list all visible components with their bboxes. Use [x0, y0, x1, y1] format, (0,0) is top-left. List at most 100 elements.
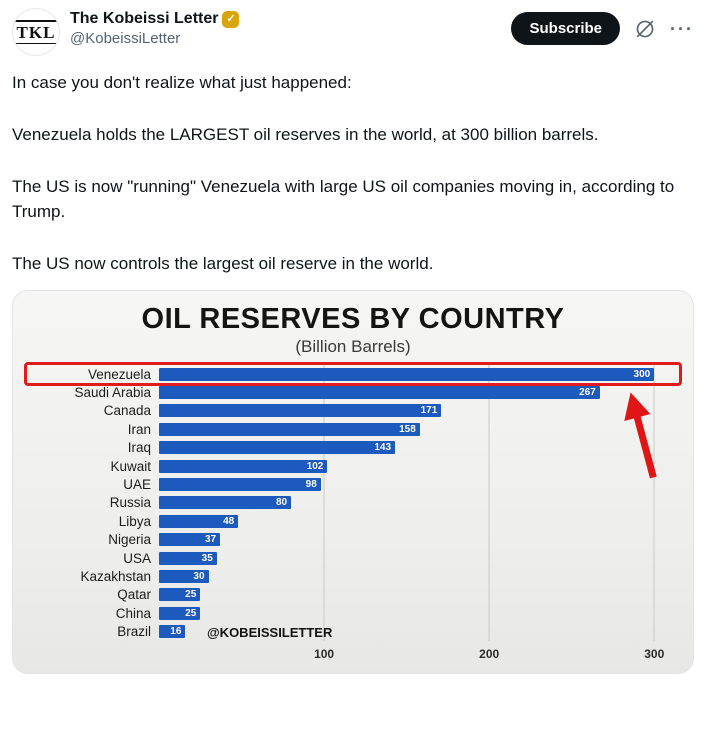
- bar-area: 25: [159, 586, 679, 604]
- category-label: China: [115, 605, 151, 621]
- bar-value: 16: [170, 626, 182, 638]
- bar-area: 158: [159, 420, 679, 438]
- chart-row: UAE 98: [27, 475, 679, 493]
- category-label: Libya: [118, 513, 151, 529]
- bar: 158: [159, 422, 420, 436]
- chart-title: OIL RESERVES BY COUNTRY: [141, 303, 565, 335]
- bar: 35: [159, 551, 217, 565]
- chart-row: Russia 80: [27, 494, 679, 512]
- display-name[interactable]: The Kobeissi Letter: [70, 10, 219, 27]
- bar: 48: [159, 514, 239, 528]
- chart-row: Kuwait 102: [27, 457, 679, 475]
- bar: 102: [159, 459, 328, 473]
- chart-row: Kazakhstan 30: [27, 567, 679, 585]
- avatar[interactable]: TKL: [12, 8, 60, 56]
- grok-icon[interactable]: [634, 18, 656, 40]
- chart-image[interactable]: OIL RESERVES BY COUNTRY (Billion Barrels…: [12, 290, 694, 674]
- gridline: [323, 365, 325, 641]
- bar-value: 158: [399, 423, 416, 435]
- avatar-logo: TKL: [14, 19, 58, 45]
- bar-area: 80: [159, 494, 679, 512]
- bar: 98: [159, 478, 321, 492]
- category-label: Iran: [127, 421, 151, 437]
- bar-value: 98: [305, 479, 317, 491]
- x-tick-label: 200: [479, 646, 500, 661]
- category-label: Iraq: [127, 440, 151, 456]
- category-label: UAE: [123, 477, 151, 493]
- gridline: [488, 365, 490, 641]
- bar: 37: [159, 533, 221, 547]
- bar-area: 35: [159, 549, 679, 567]
- chart-plot: Venezuela 300 Saudi Arabia 267 Canada 171 Iran…: [24, 361, 682, 641]
- bar: 143: [159, 441, 396, 455]
- chart-row: China 25: [27, 604, 679, 622]
- tweet-paragraph: The US is now "running" Venezuela with l…: [12, 177, 675, 221]
- bar-value: 80: [275, 497, 288, 509]
- chart-watermark: @KOBEISSILETTER: [207, 624, 333, 640]
- category-label: Kazakhstan: [80, 568, 151, 584]
- chart-row: Brazil 16: [27, 622, 679, 640]
- bar-area: 102: [159, 457, 679, 475]
- category-label: Canada: [103, 403, 151, 419]
- author-block: The Kobeissi Letter ✓ @KobeissiLetter: [70, 8, 240, 47]
- bar-value: 300: [633, 368, 651, 380]
- tweet-header: TKL The Kobeissi Letter ✓ @KobeissiLette…: [12, 8, 694, 56]
- category-label: Nigeria: [108, 532, 151, 548]
- chart-grid: [159, 365, 679, 641]
- chart-row: Nigeria 37: [27, 531, 679, 549]
- more-icon: ···: [670, 18, 694, 39]
- verified-badge-icon: ✓: [222, 10, 240, 28]
- bar-value: 48: [223, 515, 235, 527]
- chart-row: Canada 171: [27, 402, 679, 420]
- chart-row: Saudi Arabia 267: [27, 383, 679, 401]
- bar: 171: [159, 404, 442, 418]
- gridline: [653, 365, 655, 641]
- bar-value: 143: [374, 442, 392, 454]
- bar: 25: [159, 606, 201, 620]
- bar-area: 267: [159, 383, 679, 401]
- bar-area: 300: [159, 365, 679, 383]
- subscribe-button[interactable]: Subscribe: [511, 12, 621, 45]
- chart-row: Iraq 143: [27, 439, 679, 457]
- bar-value: 25: [185, 589, 197, 601]
- category-label: Brazil: [117, 624, 151, 640]
- bar-area: 25: [159, 604, 679, 622]
- category-label: Russia: [109, 495, 151, 511]
- bar-value: 35: [201, 552, 213, 564]
- chart-row: USA 35: [27, 549, 679, 567]
- bar: 80: [159, 496, 292, 510]
- user-handle[interactable]: @KobeissiLetter: [70, 30, 181, 47]
- chart-row: Iran 158: [27, 420, 679, 438]
- bar: 267: [159, 386, 600, 400]
- more-button[interactable]: ···: [670, 20, 694, 38]
- bar-area: 48: [159, 512, 679, 530]
- tweet: TKL The Kobeissi Letter ✓ @KobeissiLette…: [12, 8, 694, 674]
- bar-value: 30: [193, 570, 205, 582]
- category-label: Saudi Arabia: [74, 385, 151, 401]
- category-label: Kuwait: [110, 458, 151, 474]
- header-actions: Subscribe ···: [511, 8, 694, 45]
- tweet-paragraph: In case you don't realize what just happ…: [12, 73, 352, 92]
- x-tick-label: 100: [314, 646, 335, 661]
- bar-value: 267: [579, 387, 596, 399]
- bar-area: 30: [159, 567, 679, 585]
- bar-value: 37: [204, 534, 217, 546]
- bar: 300: [159, 367, 655, 381]
- tweet-paragraph: Venezuela holds the LARGEST oil reserves…: [12, 125, 599, 144]
- bar: 25: [159, 588, 201, 602]
- bar: 30: [159, 569, 209, 583]
- chart-subtitle: (Billion Barrels): [295, 337, 411, 356]
- category-label: Venezuela: [87, 366, 151, 382]
- chart-row: Qatar 25: [27, 586, 679, 604]
- category-label: USA: [123, 550, 151, 566]
- bar-area: 98: [159, 475, 679, 493]
- bar-area: 16: [159, 622, 679, 640]
- tweet-paragraph: The US now controls the largest oil rese…: [12, 254, 434, 273]
- chart-x-axis: 100 200 300: [159, 645, 679, 665]
- red-arrow-annotation: [624, 392, 657, 479]
- bar-area: 171: [159, 402, 679, 420]
- avatar-logo-text: TKL: [14, 19, 58, 45]
- bar-value: 171: [420, 405, 438, 417]
- x-tick-label: 300: [644, 646, 665, 661]
- tweet-text: In case you don't realize what just happ…: [12, 70, 694, 276]
